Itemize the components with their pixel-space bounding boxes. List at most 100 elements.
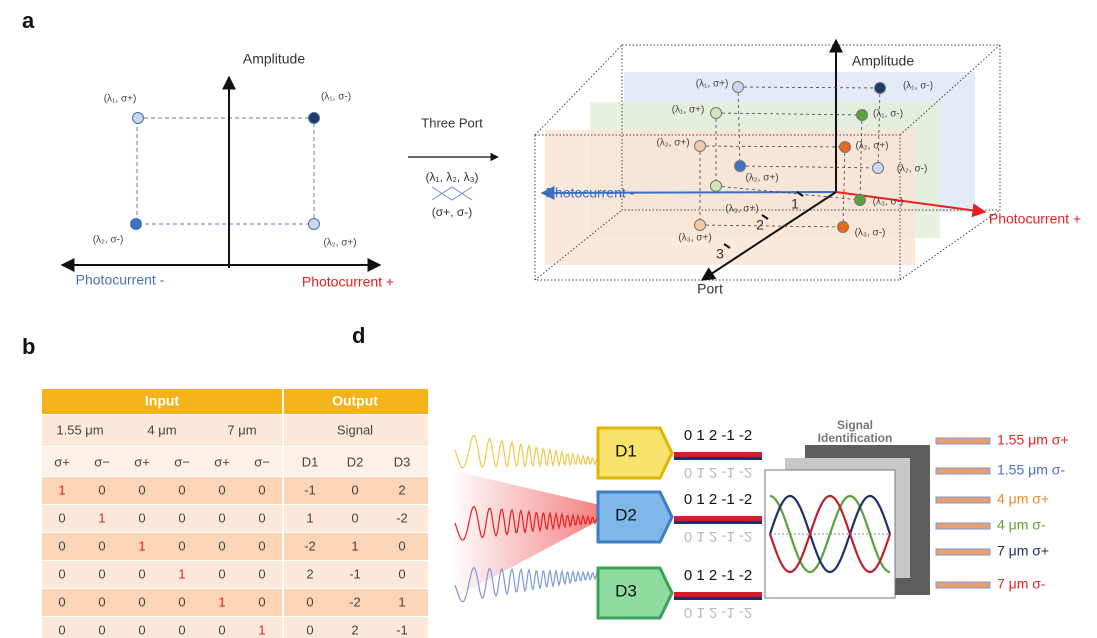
table-column: σ−	[254, 454, 270, 469]
table-cell: 0	[218, 566, 225, 581]
output-bar	[936, 523, 990, 529]
axis-label: Photocurrent -	[76, 272, 165, 288]
table-cell: 0	[58, 510, 65, 525]
table-column: D3	[394, 454, 411, 469]
detector-name: D3	[615, 581, 637, 600]
axis-label: Photocurrent +	[989, 211, 1081, 227]
point-label: (λ₁, σ-)	[873, 109, 903, 120]
table-cell: 0	[178, 482, 185, 497]
scale: 0 1 2 -1 -2	[684, 491, 752, 508]
axis-label: Amplitude	[243, 51, 305, 67]
readout-bar	[674, 597, 762, 600]
table-cell: 1	[351, 538, 358, 553]
output-label: 1.55 μm σ+	[997, 432, 1069, 448]
table-cell: 0	[351, 482, 358, 497]
data-point	[133, 113, 144, 124]
scale: 0 1 2 -1 -2	[684, 567, 752, 584]
data-point	[838, 222, 849, 233]
data-point	[875, 83, 886, 94]
wavelengths: (λ₁, λ₂, λ₃)	[426, 170, 479, 184]
table-cell: 0	[58, 622, 65, 637]
output-bar	[936, 582, 990, 588]
data-point	[711, 108, 722, 119]
output-label: 7 μm σ+	[997, 543, 1049, 559]
point-label: (λ₁, σ-)	[903, 81, 933, 92]
readout-bar	[674, 516, 762, 521]
dashed-frame	[137, 118, 314, 224]
table-cell: -1	[349, 566, 361, 581]
table-column: σ+	[54, 454, 70, 469]
data-point	[735, 161, 746, 172]
scale-mirror: 0 1 2 -1 -2	[684, 464, 752, 481]
identification-title: Identification	[818, 431, 893, 445]
table-group: Signal	[337, 422, 373, 437]
table-cell: 0	[98, 482, 105, 497]
table-header: Input	[145, 393, 180, 409]
readout-bar	[674, 592, 762, 597]
data-point	[857, 110, 868, 121]
data-point	[873, 163, 884, 174]
axis-label: Photocurrent -	[546, 185, 635, 201]
table-cell: 0	[58, 538, 65, 553]
table-cell: -2	[396, 510, 408, 525]
mix-icon	[432, 187, 472, 200]
panel-label: a	[22, 8, 35, 33]
table-cell: 0	[218, 510, 225, 525]
port-tick-label: 2	[756, 217, 764, 233]
point-label: (λ₁, σ-)	[321, 92, 351, 103]
table-cell: 1	[218, 594, 225, 609]
table-cell: 0	[178, 594, 185, 609]
table-cell: 1	[178, 566, 185, 581]
point-label: (λ₃, σ+)	[725, 204, 758, 215]
table-cell: 0	[58, 566, 65, 581]
table-cell: 0	[306, 594, 313, 609]
a-middle: Three Port (λ₁, λ₂, λ₃) (σ+, σ-)	[408, 115, 498, 219]
a-left: Amplitude Photocurrent - Photocurrent +	[62, 51, 394, 290]
point-label: (λ₂, σ+)	[656, 138, 689, 149]
table-cell: 0	[138, 482, 145, 497]
table-header: Output	[332, 393, 378, 409]
table-cell: 0	[178, 538, 185, 553]
output-label: 4 μm σ-	[997, 517, 1046, 533]
table-cell: 2	[351, 622, 358, 637]
data-point	[855, 195, 866, 206]
point-label: (λ₁, σ+)	[696, 79, 729, 90]
table-cell: 0	[98, 566, 105, 581]
table-cell: 0	[138, 510, 145, 525]
arrow-title: Three Port	[421, 115, 483, 130]
panel-label: b	[22, 334, 35, 359]
table-column: σ+	[214, 454, 230, 469]
scale-mirror: 0 1 2 -1 -2	[684, 604, 752, 621]
polarizations: (σ+, σ-)	[432, 205, 472, 219]
table-group: 1.55 μm	[56, 422, 103, 437]
output-bar	[936, 438, 990, 444]
table-cell: 1	[138, 538, 145, 553]
table-column: D2	[347, 454, 364, 469]
a-right: Amplitude Photocurrent - Photocurrent + …	[535, 40, 1081, 297]
data-point	[733, 82, 744, 93]
table-cell: 0	[138, 594, 145, 609]
point-label: (λ₂, σ+)	[745, 173, 778, 184]
table-cell: 0	[98, 622, 105, 637]
scale-mirror: 0 1 2 -1 -2	[684, 528, 752, 545]
table-group: 7 μm	[227, 422, 256, 437]
table-cell: 2	[398, 482, 405, 497]
table-cell: 2	[306, 566, 313, 581]
data-point	[131, 219, 142, 230]
table-cell: 0	[138, 622, 145, 637]
point-label: (λ₂, σ+)	[323, 238, 356, 249]
detector-name: D2	[615, 505, 637, 524]
table-column: σ+	[134, 454, 150, 469]
panel-label: d	[352, 323, 365, 348]
table-cell: 1	[398, 594, 405, 609]
output-bar	[936, 549, 990, 555]
point-label: (λ₃, σ-)	[855, 228, 886, 239]
readout-bar	[674, 452, 762, 457]
table-cell: 1	[58, 482, 65, 497]
table-column: D1	[302, 454, 319, 469]
table-cell: 0	[351, 510, 358, 525]
point-label: (λ₁, σ+)	[104, 94, 137, 105]
table-cell: 0	[398, 538, 405, 553]
table-cell: 0	[138, 566, 145, 581]
data-point	[695, 220, 706, 231]
